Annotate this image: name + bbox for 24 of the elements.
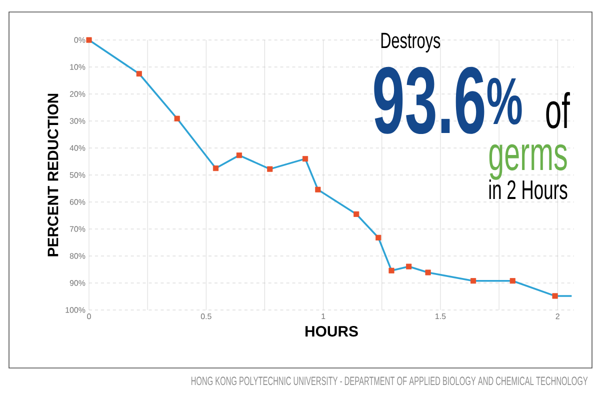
- annotation: germs: [489, 144, 567, 180]
- point: [552, 293, 558, 299]
- annotation: of: [546, 92, 570, 128]
- point: [510, 278, 516, 284]
- point: [315, 186, 321, 192]
- point: [212, 165, 219, 172]
- annotation: in 2 Hours: [489, 179, 568, 200]
- point: [376, 234, 382, 240]
- point: [425, 270, 431, 276]
- point: [86, 37, 92, 43]
- x-axis-title: HOURS: [306, 326, 358, 337]
- point: [470, 278, 476, 284]
- annotation: Destroys: [381, 32, 440, 53]
- point: [136, 70, 142, 77]
- point: [302, 156, 308, 162]
- text: HONG KONG POLYTECHNIC UNIVERSITY - DEPARTMENT OF APPLIED BIOLOGY AND CHEMICAL TECHNOLOGY: [191, 376, 588, 386]
- point: [406, 264, 412, 270]
- point: [174, 116, 180, 122]
- point: [354, 211, 360, 217]
- point: [236, 152, 242, 158]
- point: [388, 268, 394, 274]
- point: [267, 166, 273, 172]
- annotation: 93.6$^{%}$: [374, 66, 522, 134]
- y-axis-title: PERCENT REDUCTION: [48, 94, 58, 256]
